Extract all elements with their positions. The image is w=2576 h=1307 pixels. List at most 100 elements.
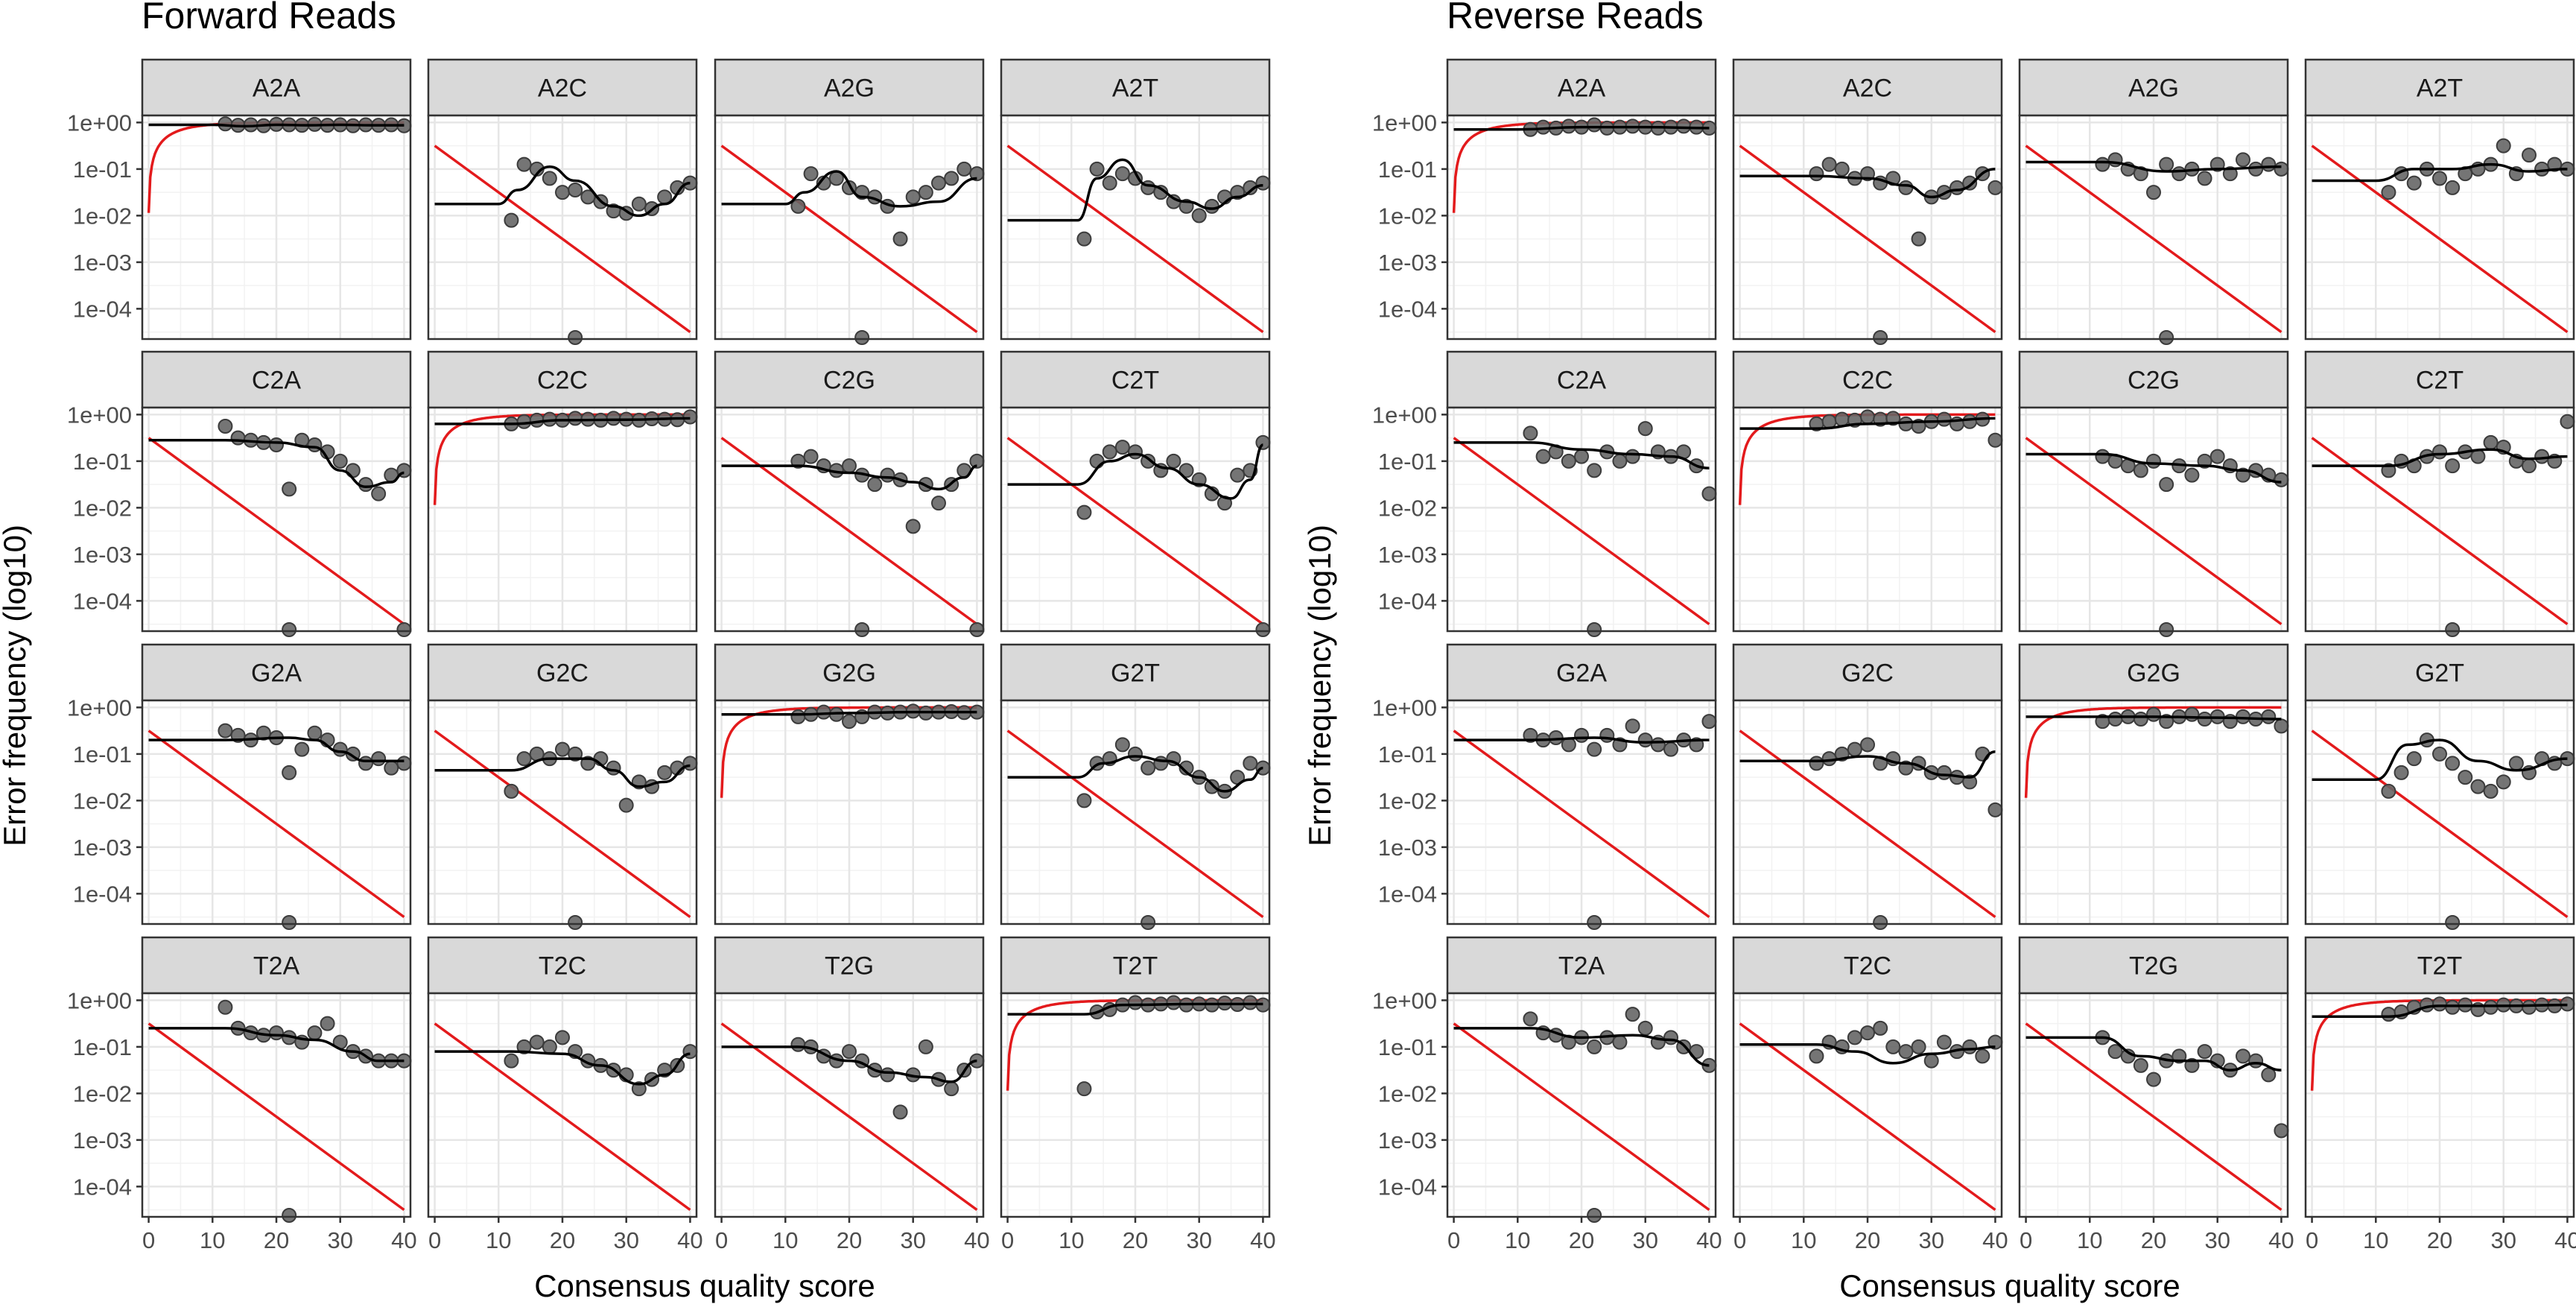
observed-error-point [1873,915,1888,930]
forward-facet-a2t: A2T [1000,58,1271,341]
observed-error-point [2406,175,2422,191]
observed-error-point [1834,161,1850,177]
observed-error-point [1178,463,1194,478]
observed-error-point [842,458,857,474]
fitted-error-line [1453,1027,1710,1067]
observed-error-point [1255,622,1271,637]
observed-error-point [2159,477,2174,493]
forward-facet-g2g: G2G [714,643,985,925]
facet-strip [1000,58,1271,117]
observed-error-point [1204,198,1219,214]
observed-error-point [2248,1053,2264,1069]
panel-frame [1000,114,1271,341]
facet-label: G2T [1111,659,1160,688]
y-tick-label: 1e-02 [73,203,132,229]
observed-error-point [1587,741,1602,757]
observed-error-point [1587,117,1602,133]
observed-error-point [2496,774,2511,790]
reverse-facet-a2c: A2C [1732,58,2003,345]
observed-error-point [1612,453,1628,469]
forward-facet-a2c: A2C [427,58,698,345]
fitted-error-line [1739,168,1996,199]
x-tick-label: 30 [900,1227,925,1253]
observed-error-point [1191,208,1207,224]
reverse-facet-g2t: G2T [2304,643,2575,930]
facet-label: A2C [538,75,587,103]
y-tick-label: 1e-02 [1378,788,1437,814]
observed-error-point [1587,1039,1602,1054]
observed-error-point [969,622,985,637]
nominal-error-line [720,1022,978,1212]
observed-error-point [1076,793,1092,808]
facet-label: A2A [1558,75,1606,103]
panel-frame [1000,699,1271,925]
observed-error-point [282,915,297,930]
y-tick-label: 1e-02 [73,1080,132,1107]
observed-error-point [568,915,583,930]
fitted-error-line [1007,1002,1263,1016]
facet-label: G2C [536,659,589,688]
facet-label: C2G [823,367,875,395]
fitted-error-line [1007,443,1264,500]
observed-error-point [2197,712,2212,727]
panel-frame [1732,406,2003,633]
x-tick-label: 20 [837,1227,862,1253]
observed-error-point [294,741,310,757]
observed-error-point [1885,1039,1901,1054]
nominal-error-line [147,437,405,626]
observed-error-point [1936,765,1952,780]
observed-error-point [1637,1020,1653,1036]
observed-error-point [842,714,857,730]
observed-error-point [2445,458,2461,474]
observed-error-point [854,622,870,637]
observed-error-point [1860,409,1875,425]
observed-error-point [1987,180,2003,195]
observed-error-point [2508,756,2524,771]
y-tick-label: 1e-02 [1378,203,1437,229]
x-tick-label: 0 [2306,1227,2318,1253]
observed-error-point [542,1039,557,1054]
observed-error-point [931,496,946,511]
panel-frame [1446,114,1717,341]
panel-frame [427,114,698,341]
observed-error-point [2146,706,2161,722]
observed-error-point [790,709,806,724]
x-tick-label: 10 [2077,1227,2102,1253]
observed-error-point [2496,138,2511,154]
observed-error-point [918,185,933,200]
facet-label: T2G [2129,952,2178,981]
facet-label: G2C [1841,659,1894,688]
reverse-facet-t2g: T2G 0 10 20 30 40 [2018,936,2294,1253]
observed-error-point [1243,995,1258,1010]
observed-error-point [2146,453,2161,469]
observed-error-point [631,196,647,212]
fitted-error-line [721,170,977,208]
observed-error-point [1860,1025,1875,1041]
y-tick-label: 1e+00 [1372,987,1437,1013]
facet-label: T2C [1844,952,1891,981]
x-tick-label: 10 [1505,1227,1530,1253]
panel-frame [1000,406,1271,633]
forward-facet-g2c: G2C [427,643,698,930]
observed-error-point [816,704,831,720]
facet-strip [2304,643,2575,702]
observed-error-point [2483,999,2499,1015]
y-tick-label: 1e-01 [73,741,132,768]
observed-error-point [2095,449,2110,464]
observed-error-point [2222,166,2238,182]
facet-label: A2A [253,75,301,103]
observed-error-point [1962,175,1978,191]
facet-strip [1732,643,2003,702]
x-tick-label: 40 [2554,1227,2576,1253]
reverse-facet-a2g: A2G [2018,58,2289,345]
facet-label: C2T [2416,367,2464,395]
x-tick-label: 40 [1696,1227,1722,1253]
observed-error-point [2171,166,2187,182]
observed-error-point [580,189,596,205]
observed-error-point [842,1044,857,1060]
fitted-error-line [1007,755,1263,793]
facet-strip [1446,58,1717,117]
observed-error-point [2522,999,2537,1015]
observed-error-point [2209,449,2225,464]
